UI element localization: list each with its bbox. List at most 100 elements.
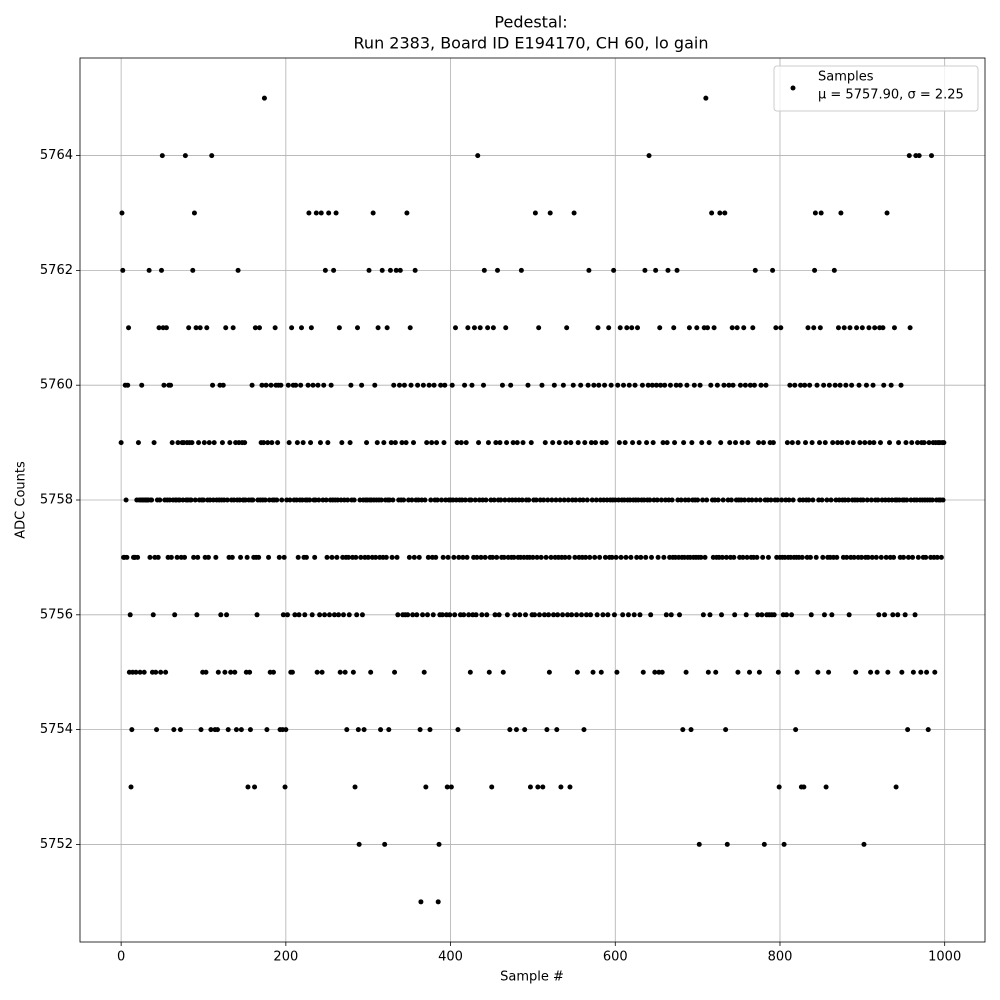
point: [589, 497, 595, 503]
point: [755, 612, 761, 618]
point: [539, 382, 545, 388]
point: [465, 325, 471, 331]
legend-marker: [790, 85, 796, 91]
point: [339, 440, 345, 446]
point: [862, 440, 868, 446]
point: [742, 382, 748, 388]
point: [773, 325, 779, 331]
point: [379, 267, 385, 273]
point: [915, 554, 921, 560]
point: [819, 497, 825, 503]
point: [519, 497, 525, 503]
point: [389, 554, 395, 560]
point: [568, 440, 574, 446]
point: [479, 612, 485, 618]
point: [388, 440, 394, 446]
point: [292, 612, 298, 618]
point: [617, 325, 623, 331]
point: [910, 669, 916, 675]
point: [198, 727, 204, 733]
point: [309, 612, 315, 618]
point: [351, 497, 357, 503]
point: [250, 497, 256, 503]
point: [197, 325, 203, 331]
point: [580, 497, 586, 503]
point: [448, 784, 454, 790]
point: [805, 325, 811, 331]
point: [312, 554, 318, 560]
legend-box: [773, 65, 979, 112]
point: [439, 612, 445, 618]
point: [393, 267, 399, 273]
point: [444, 784, 450, 790]
point: [551, 382, 557, 388]
point: [441, 440, 447, 446]
y-tick-label: 5752: [40, 837, 73, 852]
point: [286, 440, 292, 446]
point: [410, 440, 416, 446]
point: [177, 727, 183, 733]
point: [703, 95, 709, 101]
point: [689, 440, 695, 446]
point: [807, 382, 813, 388]
point: [875, 497, 881, 503]
point: [374, 440, 380, 446]
point: [336, 612, 342, 618]
point: [281, 554, 287, 560]
point: [545, 497, 551, 503]
point: [573, 497, 579, 503]
point: [872, 325, 878, 331]
point: [593, 497, 599, 503]
point: [256, 554, 262, 560]
point: [691, 382, 697, 388]
point: [623, 554, 629, 560]
point: [249, 382, 255, 388]
point: [747, 669, 753, 675]
point: [227, 440, 233, 446]
x-axis-label: Sample #: [500, 970, 564, 985]
y-axis-label: ADC Counts: [14, 461, 29, 539]
point: [561, 497, 567, 503]
point: [851, 554, 857, 560]
point: [384, 325, 390, 331]
point: [409, 497, 415, 503]
point: [364, 440, 370, 446]
point: [314, 669, 320, 675]
point: [525, 382, 531, 388]
point: [646, 153, 652, 159]
point: [163, 325, 169, 331]
chart-subtitle: Run 2383, Board ID E194170, CH 60, lo ga…: [354, 34, 709, 53]
point: [195, 554, 201, 560]
point: [770, 267, 776, 273]
point: [758, 382, 764, 388]
point: [259, 382, 265, 388]
point: [706, 440, 712, 446]
point: [285, 382, 291, 388]
point: [123, 497, 129, 503]
point: [460, 554, 466, 560]
point: [352, 784, 358, 790]
point: [751, 382, 757, 388]
point: [279, 497, 285, 503]
point: [328, 382, 334, 388]
point: [490, 325, 496, 331]
point: [673, 382, 679, 388]
point: [206, 440, 212, 446]
point: [925, 727, 931, 733]
point: [616, 440, 622, 446]
point: [133, 669, 139, 675]
point: [708, 382, 714, 388]
point: [714, 382, 720, 388]
point: [811, 325, 817, 331]
point: [159, 153, 165, 159]
point: [605, 612, 611, 618]
point: [483, 497, 489, 503]
point: [655, 554, 661, 560]
point: [438, 497, 444, 503]
point: [740, 554, 746, 560]
point: [373, 554, 379, 560]
point: [429, 440, 435, 446]
point: [614, 669, 620, 675]
point: [563, 440, 569, 446]
point: [640, 669, 646, 675]
